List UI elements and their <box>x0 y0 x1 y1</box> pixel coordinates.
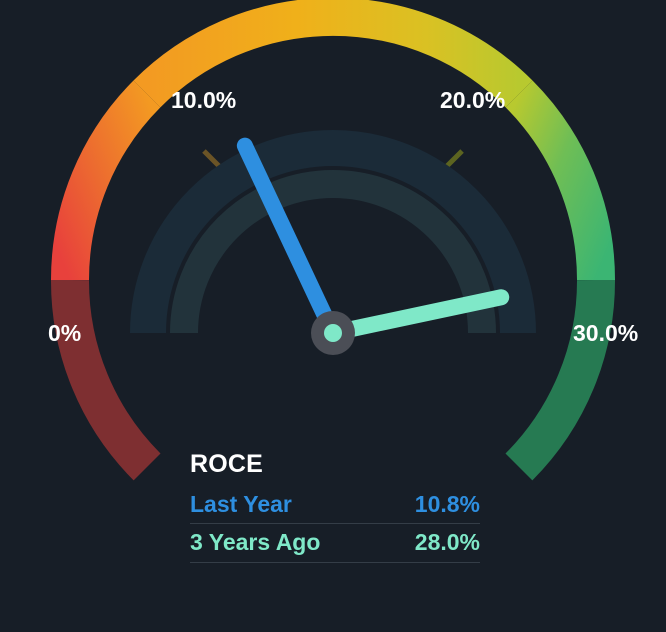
gauge-band-overflow-high <box>505 279 616 481</box>
gauge-band-10-to-20 <box>133 0 533 108</box>
gauge-inner-arc-outer <box>130 130 536 334</box>
gauge-band-0-to-10-lower <box>50 80 161 281</box>
gauge-legend: ROCE Last Year 10.8% 3 Years Ago 28.0% <box>190 452 480 563</box>
gauge-label-30: 30.0% <box>573 320 638 346</box>
gauge-inner-arc-inner <box>170 170 496 334</box>
gauge-label-20: 20.0% <box>440 87 505 113</box>
gauge-band-overflow-low <box>50 279 161 481</box>
gauge-label-10: 10.0% <box>171 87 236 113</box>
legend-label-last-year: Last Year <box>190 491 292 517</box>
needle-three-years-ago <box>325 289 510 341</box>
page-title: ROCE <box>190 450 264 478</box>
legend-value-last-year: 10.8% <box>414 491 480 517</box>
needle-last-year <box>236 137 341 341</box>
legend-row-three-years-ago: 3 Years Ago 28.0% <box>190 529 480 563</box>
gauge-band-20-to-30 <box>505 80 616 281</box>
gauge-label-0: 0% <box>48 320 81 346</box>
legend-label-three-years-ago: 3 Years Ago <box>190 529 321 556</box>
legend-row-last-year: Last Year 10.8% <box>190 491 480 525</box>
legend-value-three-years-ago: 28.0% <box>414 529 480 556</box>
gauge-hub-center <box>324 324 342 342</box>
